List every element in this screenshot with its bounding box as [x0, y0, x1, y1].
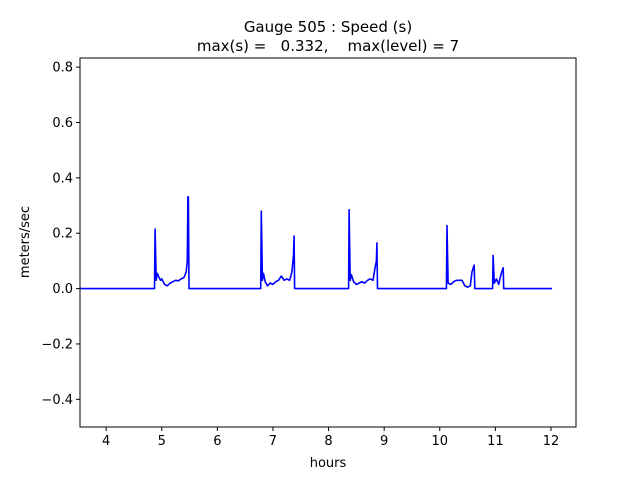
axes-frame: [79, 57, 577, 428]
x-tick-label: 7: [269, 434, 277, 449]
chart-title: Gauge 505 : Speed (s): [244, 18, 412, 36]
x-tick-label: 8: [324, 434, 332, 449]
plot-area: [80, 195, 553, 290]
x-tick-label: 4: [102, 434, 110, 449]
y-tick-label: 0.0: [52, 282, 73, 297]
x-tick-label: 9: [380, 434, 388, 449]
y-axis-label: meters/sec: [18, 206, 33, 278]
x-axis-label: hours: [310, 456, 347, 471]
y-tick-label: 0.8: [52, 61, 73, 76]
chart-subtitle: max(s) = 0.332, max(level) = 7: [197, 37, 459, 55]
x-tick-label: 5: [158, 434, 166, 449]
y-tick-label: 0.6: [52, 116, 73, 131]
x-tick-label: 6: [213, 434, 221, 449]
series-line-speed: [80, 195, 553, 290]
x-tick-label: 12: [543, 434, 560, 449]
y-tick-label: −0.2: [41, 337, 73, 352]
y-tick-label: 0.4: [52, 171, 73, 186]
y-axis: −0.4 −0.2 0.0 0.2 0.4 0.6 0.8: [41, 61, 80, 408]
y-tick-label: 0.2: [52, 227, 73, 242]
x-tick-label: 11: [487, 434, 504, 449]
y-tick-label: −0.4: [41, 393, 73, 408]
x-axis: 4 5 6 7 8 9 10 11 12: [102, 427, 559, 449]
x-tick-label: 10: [431, 434, 448, 449]
